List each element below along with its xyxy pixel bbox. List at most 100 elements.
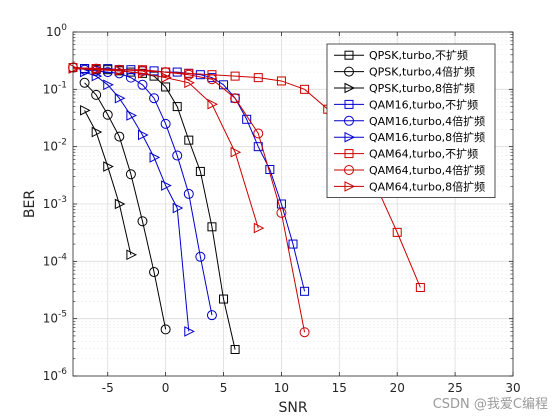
data-point [125,72,136,83]
data-point [149,267,160,278]
data-point [161,82,171,92]
y-tick-label: 10-1 [43,80,67,96]
data-point [91,64,103,76]
data-point [230,344,240,354]
y-tick-labels: 100 10-1 10-2 10-3 10-4 10-5 10-6 [43,23,68,383]
data-point [184,326,195,337]
x-tick-label: 15 [332,381,347,395]
data-point [276,207,287,218]
series-line [84,82,167,330]
data-point [253,222,265,234]
legend-marker [344,165,354,175]
data-point [103,161,114,172]
data-point [91,89,102,100]
legend-entry: QPSK,turbo,4倍扩频 [334,65,475,79]
data-point [288,239,298,249]
data-point [299,327,310,338]
x-tick-labels: -5 0 5 10 15 20 25 30 [102,381,521,395]
x-tick-label: 0 [162,381,170,395]
x-tick-label: 25 [447,381,462,395]
data-point [206,74,217,85]
x-tick-label: 20 [390,381,405,395]
y-axis-label: BER [22,190,38,218]
data-point [172,102,182,112]
series-line [84,71,190,332]
data-point [300,286,310,296]
data-point [161,180,172,191]
data-point [230,71,240,81]
data-point [114,65,126,77]
data-point [195,251,206,262]
legend: QPSK,turbo,不扩频 QPSK,turbo,4倍扩频 QPSK,turbo,… [326,43,496,199]
data-point [91,126,103,138]
legend-label: QAM16,turbo,8倍扩频 [369,130,485,144]
legend-entry: QPSK,turbo,不扩频 [334,48,468,62]
data-point [137,216,148,227]
data-point [219,294,229,304]
data-point [102,67,113,78]
legend-marker [344,115,354,126]
data-point [183,188,194,199]
series-line [84,69,213,316]
legend-label: QAM64,turbo,不扩频 [369,147,478,161]
legend-entry: QAM16,turbo,不扩频 [334,97,478,111]
legend-label: QAM64,turbo,4倍扩频 [369,163,485,177]
data-point [125,169,136,180]
data-point [172,202,184,214]
data-point [114,131,125,142]
legend-entry: QAM16,turbo,8倍扩频 [334,130,485,144]
data-point [149,93,160,104]
data-point [184,135,194,145]
legend-marker [344,50,354,60]
data-point [183,69,194,80]
data-point [230,93,241,104]
x-tick-label: 10 [274,381,289,395]
series-line [72,68,259,229]
legend-label: QPSK,turbo,4倍扩频 [369,65,475,79]
data-point [160,324,171,335]
data-point [207,222,217,232]
legend-marker [344,99,354,109]
legend-label: QAM16,turbo,不扩频 [369,97,478,111]
data-point [207,70,217,80]
data-point [126,110,138,121]
x-tick-label: 30 [505,381,520,395]
data-point [80,66,91,78]
x-tick-label: 5 [220,381,228,395]
data-point [415,282,425,292]
data-point [80,105,91,116]
data-point [91,70,103,82]
legend-marker [344,131,356,143]
data-point [300,84,310,94]
data-point [230,146,242,158]
data-point [206,310,217,321]
legend-label: QPSK,turbo,8倍扩频 [369,81,475,95]
series-5 [80,66,195,337]
series-2 [80,105,138,261]
series-4 [79,64,217,321]
data-point [137,68,149,79]
series-8 [68,63,265,234]
series-line [84,110,132,255]
data-point [172,150,183,161]
data-point [184,77,195,89]
data-point [160,118,171,129]
y-tick-label: 10-4 [43,252,68,268]
legend-entry: QPSK,turbo,8倍扩频 [334,81,475,95]
data-point [253,73,263,83]
minor-grid [73,34,513,360]
legend-label: QPSK,turbo,不扩频 [369,48,468,62]
legend-marker [344,82,356,94]
data-point [79,77,90,88]
legend-entry: QAM64,turbo,4倍扩频 [334,163,485,177]
axis-ticks [73,31,514,377]
watermark: CSDN @我爱C编程 [433,397,548,412]
data-point [149,152,161,163]
legend-entry: QAM64,turbo,不扩频 [334,147,478,161]
y-tick-label: 10-5 [43,310,67,326]
legend-entry: QAM16,turbo,4倍扩频 [334,114,485,128]
legend-marker [344,149,354,159]
legend-label: QAM16,turbo,4倍扩频 [369,114,485,128]
major-grid [73,32,513,376]
